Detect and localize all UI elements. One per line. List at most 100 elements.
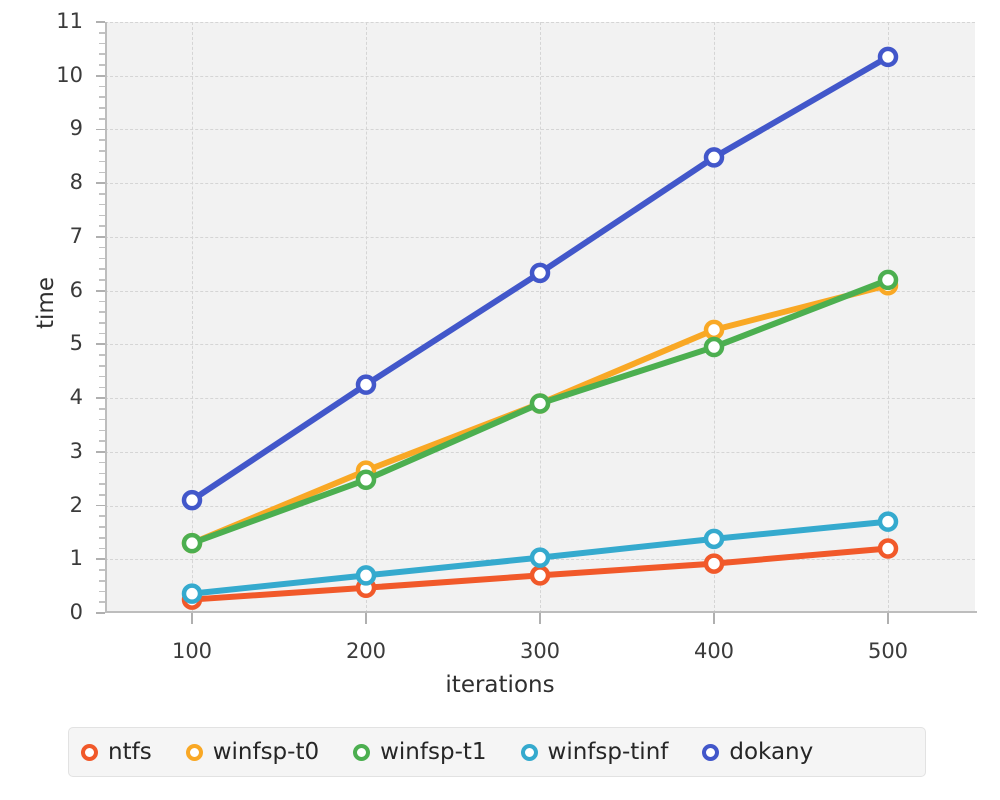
legend-marker-icon [185, 743, 203, 761]
y-tick-major [96, 558, 105, 561]
x-axis-spine [105, 611, 977, 614]
legend-marker-icon [702, 743, 720, 761]
legend-item-ntfs[interactable]: ntfs [81, 740, 152, 764]
y-tick-label: 10 [56, 62, 83, 87]
legend-marker-icon [520, 743, 538, 761]
x-tick-label: 100 [171, 639, 213, 663]
y-tick-minor [99, 408, 105, 410]
data-point-dokany [355, 374, 377, 395]
data-point-winfsp-t0 [703, 319, 725, 341]
x-tick-major [365, 613, 367, 624]
y-tick-label: 7 [69, 223, 83, 248]
y-tick-minor [99, 483, 105, 485]
y-tick-minor [99, 150, 105, 152]
y-tick-minor [99, 472, 105, 475]
y-tick-major [96, 21, 105, 23]
y-tick-label: 11 [56, 9, 83, 33]
x-tick-major [539, 613, 541, 624]
chart-legend: ntfs winfsp-t0 winfsp-t1 winfsp-tinf dokany [68, 727, 926, 777]
y-tick-minor [99, 117, 105, 120]
legend-label: winfsp-t0 [212, 738, 320, 765]
y-tick-minor [99, 42, 105, 45]
y-tick-minor [99, 386, 105, 389]
data-point-winfsp-t1 [181, 532, 203, 554]
y-tick-minor [99, 279, 105, 281]
y-tick-minor [99, 601, 105, 604]
y-tick-major [96, 504, 105, 507]
y-tick-minor [99, 418, 105, 421]
gridline-vertical [366, 22, 367, 613]
y-tick-major [96, 343, 105, 346]
y-tick-major [96, 450, 105, 453]
gridline-vertical [888, 22, 889, 613]
y-tick-minor [99, 429, 105, 432]
x-tick-label: 400 [693, 639, 735, 663]
y-tick-minor [99, 526, 105, 528]
y-tick-minor [99, 354, 105, 356]
y-axis-label: time [33, 277, 59, 329]
data-point-winfsp-t1 [355, 469, 377, 491]
series-winfsp-t1 [181, 269, 899, 554]
y-tick-minor [99, 160, 105, 163]
legend-marker-icon [81, 743, 98, 761]
y-tick-label: 9 [69, 116, 83, 141]
y-tick-major [96, 289, 105, 292]
y-tick-major [96, 397, 105, 399]
data-point-dokany [703, 147, 725, 168]
data-point-winfsp-tinf [355, 565, 377, 586]
y-tick-minor [99, 257, 105, 260]
legend-label: winfsp-t1 [380, 738, 487, 765]
y-tick-minor [99, 461, 105, 464]
y-tick-label: 3 [69, 438, 83, 463]
y-tick-minor [99, 515, 105, 518]
y-axis-spine [105, 22, 108, 613]
legend-label: dokany [729, 738, 814, 765]
y-tick-minor [99, 536, 105, 539]
y-tick-label: 5 [69, 331, 83, 356]
data-point-winfsp-tinf [703, 528, 725, 550]
data-point-winfsp-t1 [877, 269, 899, 291]
y-tick-minor [99, 214, 105, 217]
legend-item-dokany[interactable]: dokany [702, 738, 814, 765]
y-tick-minor [99, 440, 105, 442]
data-point-winfsp-t1 [529, 393, 551, 414]
y-tick-label: 4 [69, 385, 83, 410]
y-tick-minor [99, 300, 105, 303]
legend-item-winfsp-t1[interactable]: winfsp-t1 [353, 738, 487, 765]
data-point-ntfs [877, 538, 899, 559]
plot-area [105, 22, 975, 613]
y-tick-label: 2 [69, 492, 83, 517]
y-tick-minor [99, 579, 105, 582]
data-series-layer [181, 46, 899, 610]
y-tick-minor [99, 139, 105, 141]
data-point-dokany [181, 489, 203, 511]
y-tick-minor [99, 569, 105, 571]
series-winfsp-tinf [181, 511, 899, 604]
gridline-vertical [192, 22, 193, 613]
x-tick-major [191, 613, 193, 624]
series-dokany [181, 46, 899, 511]
data-point-winfsp-tinf [529, 547, 551, 568]
y-tick-minor [99, 85, 105, 88]
y-tick-minor [99, 53, 105, 56]
data-point-winfsp-t1 [703, 336, 725, 358]
y-tick-minor [99, 332, 105, 335]
y-tick-label: 1 [69, 546, 83, 571]
x-tick-major [887, 613, 889, 624]
y-tick-minor [99, 193, 105, 195]
y-tick-minor [99, 225, 105, 227]
legend-item-winfsp-t0[interactable]: winfsp-t0 [185, 738, 320, 765]
legend-item-winfsp-tinf[interactable]: winfsp-tinf [520, 740, 668, 764]
x-tick-label: 500 [867, 639, 909, 663]
data-point-winfsp-tinf [877, 511, 899, 532]
data-point-dokany [877, 46, 899, 68]
gridline-vertical [540, 22, 541, 613]
y-tick-minor [99, 268, 105, 270]
legend-marker-icon [353, 743, 371, 761]
y-tick-label: 6 [69, 277, 83, 302]
y-tick-minor [99, 494, 105, 496]
data-point-winfsp-tinf [181, 583, 203, 604]
y-tick-minor [99, 322, 105, 324]
y-tick-major [96, 182, 105, 185]
